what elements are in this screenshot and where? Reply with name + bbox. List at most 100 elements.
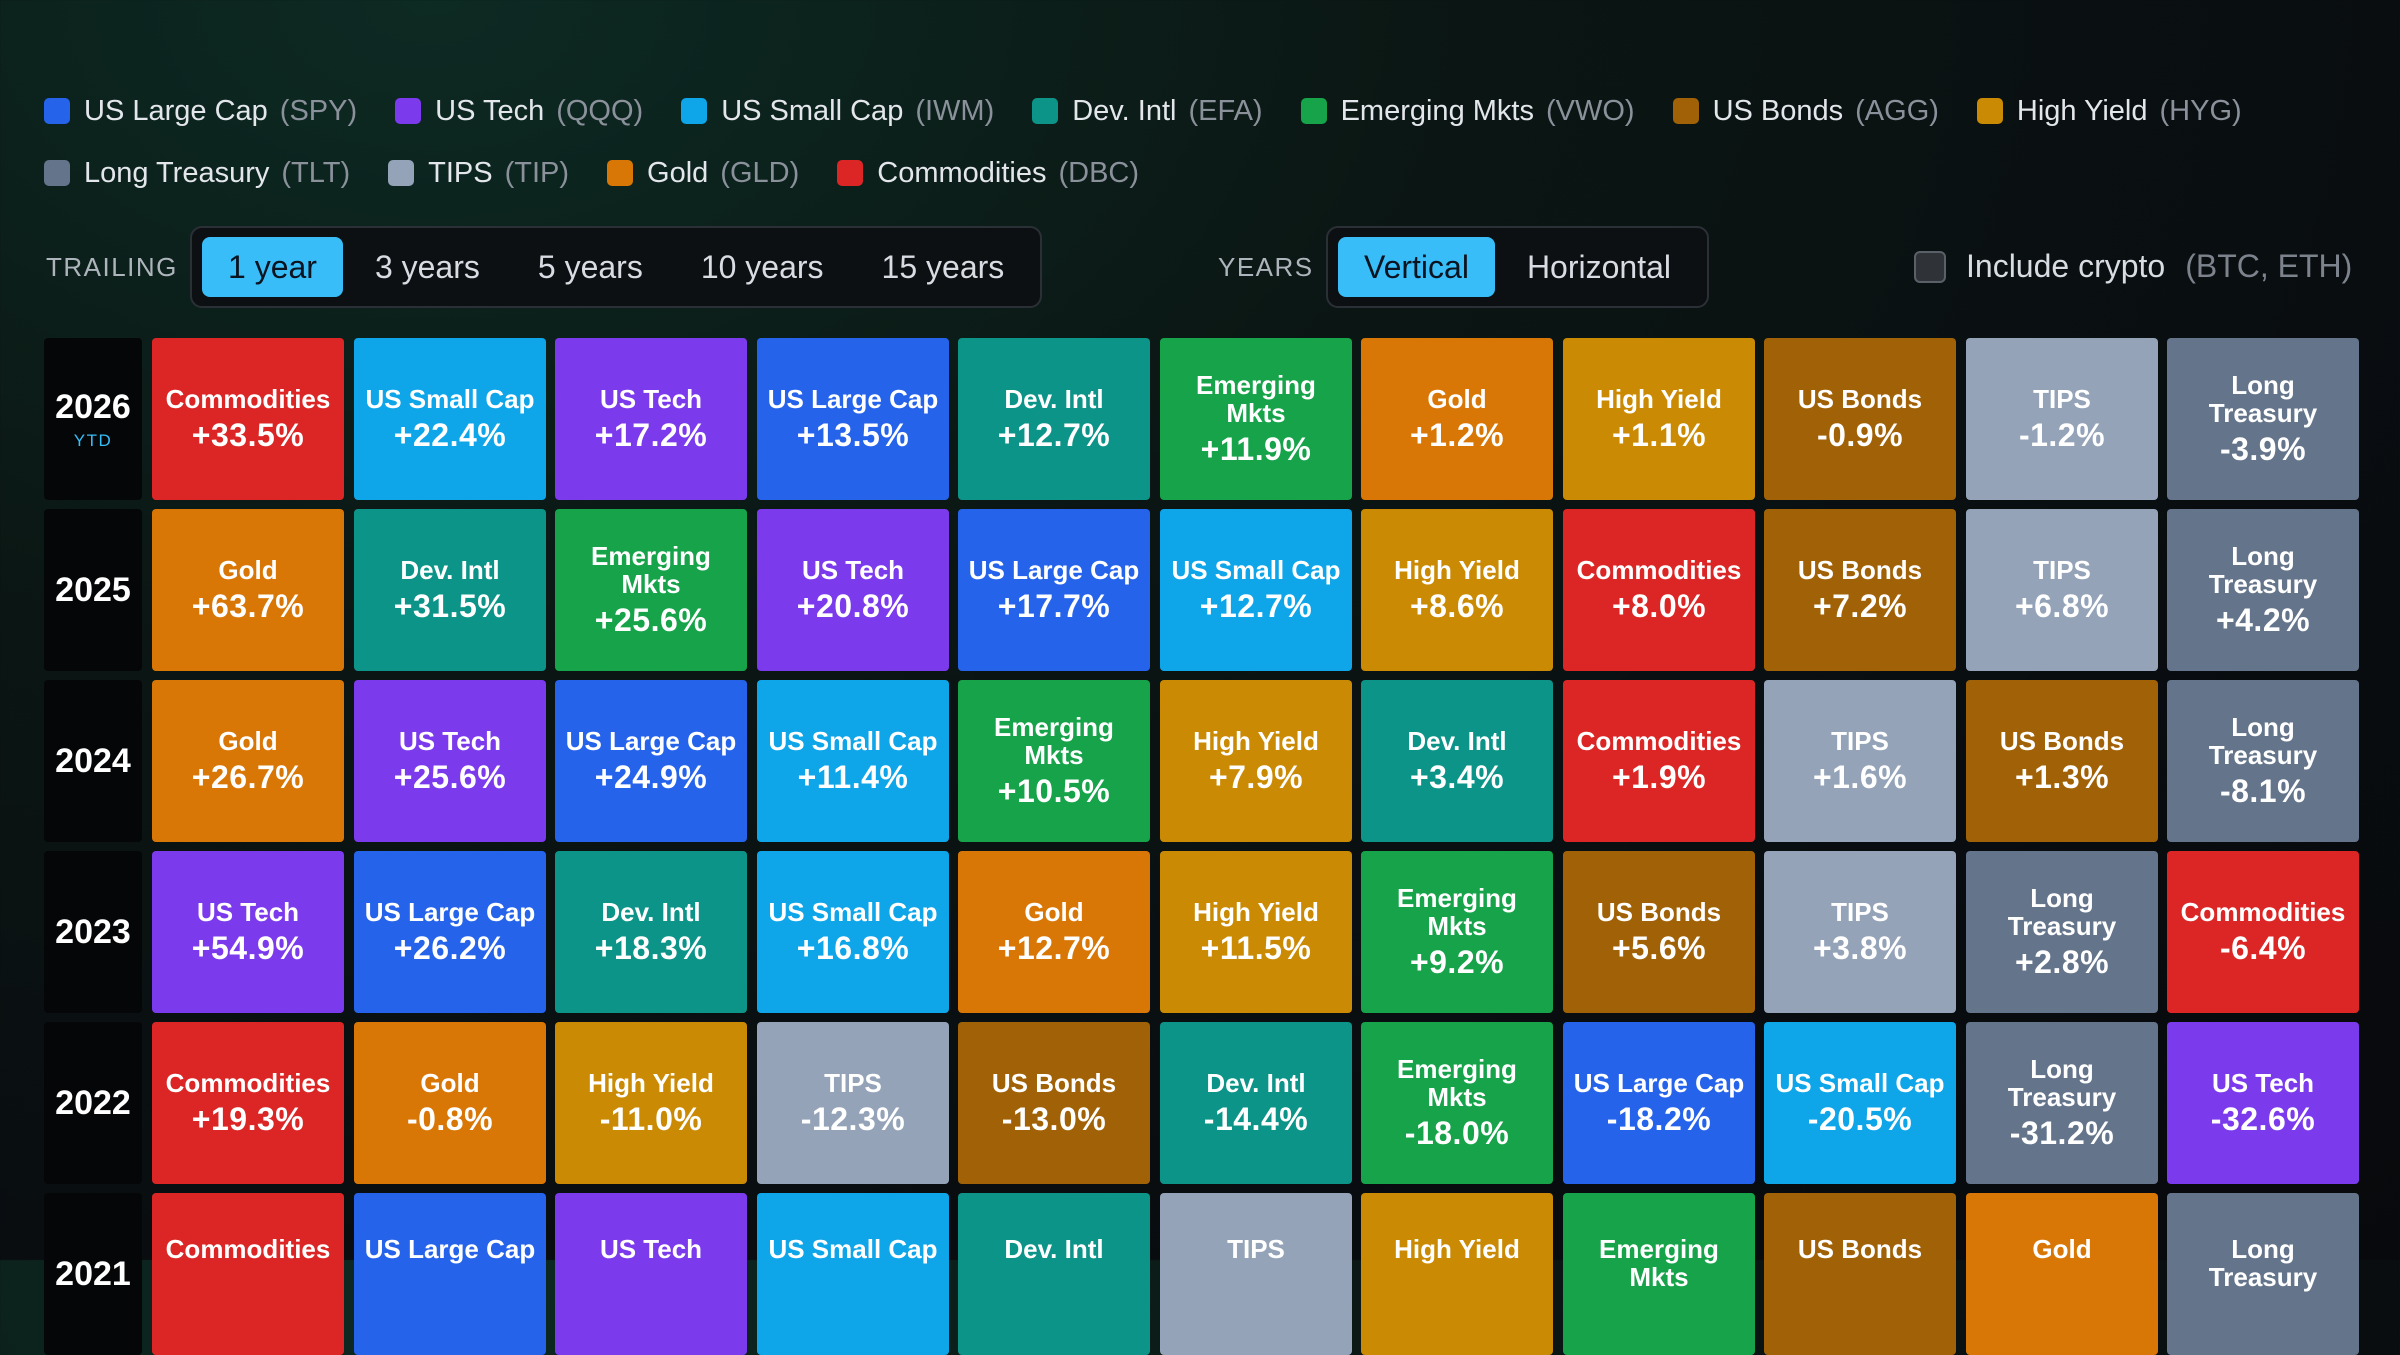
- tile-return-value: +1.6%: [1812, 759, 1908, 795]
- return-tile[interactable]: US Small Cap -20.5%: [1764, 1022, 1956, 1184]
- return-tile[interactable]: Commodities: [152, 1193, 344, 1355]
- return-tile[interactable]: Long Treasury -31.2%: [1966, 1022, 2158, 1184]
- legend-name: Dev. Intl: [1072, 94, 1177, 127]
- legend-item-qqq[interactable]: US Tech (QQQ): [395, 95, 643, 127]
- return-tile[interactable]: Long Treasury +2.8%: [1966, 851, 2158, 1013]
- legend-item-dbc[interactable]: Commodities (DBC): [837, 157, 1139, 189]
- trailing-option-4[interactable]: 15 years: [881, 248, 1005, 285]
- return-tile[interactable]: High Yield +11.5%: [1160, 851, 1352, 1013]
- trailing-option-0[interactable]: 1 year: [202, 237, 343, 297]
- return-tile[interactable]: Emerging Mkts: [1563, 1193, 1755, 1355]
- legend-ticker: (QQQ): [556, 94, 644, 127]
- include-crypto-toggle[interactable]: Include crypto (BTC, ETH): [1914, 248, 2352, 285]
- legend-item-hyg[interactable]: High Yield (HYG): [1976, 95, 2242, 127]
- return-tile[interactable]: TIPS +6.8%: [1966, 509, 2158, 671]
- return-tile[interactable]: US Small Cap +12.7%: [1160, 509, 1352, 671]
- legend-item-gld[interactable]: Gold (GLD): [607, 157, 799, 189]
- legend-item-vwo[interactable]: Emerging Mkts (VWO): [1300, 94, 1635, 127]
- tile-asset-name: Gold: [218, 726, 278, 756]
- return-tile[interactable]: Dev. Intl +3.4%: [1361, 680, 1553, 842]
- return-tile[interactable]: US Tech -32.6%: [2167, 1022, 2359, 1184]
- return-tile[interactable]: Gold +63.7%: [152, 509, 344, 671]
- return-tile[interactable]: US Small Cap +22.4%: [354, 338, 546, 500]
- return-tile[interactable]: Emerging Mkts +9.2%: [1361, 851, 1553, 1013]
- tile-asset-name: High Yield: [1394, 1234, 1520, 1264]
- tile-asset-name: US Bonds: [1797, 384, 1923, 414]
- return-tile[interactable]: Gold: [1966, 1193, 2158, 1355]
- return-tile[interactable]: Emerging Mkts +25.6%: [555, 509, 747, 671]
- return-tile[interactable]: US Bonds +7.2%: [1764, 509, 1956, 671]
- return-tile[interactable]: TIPS: [1160, 1193, 1352, 1355]
- return-tile[interactable]: Dev. Intl: [958, 1193, 1150, 1355]
- years-option-0[interactable]: Vertical: [1338, 237, 1495, 297]
- tile-return-value: +11.5%: [1200, 930, 1312, 966]
- return-tile[interactable]: High Yield: [1361, 1193, 1553, 1355]
- return-tile[interactable]: Gold +26.7%: [152, 680, 344, 842]
- return-tile[interactable]: TIPS -1.2%: [1966, 338, 2158, 500]
- return-tile[interactable]: Emerging Mkts +10.5%: [958, 680, 1150, 842]
- legend-item-iwm[interactable]: US Small Cap (IWM): [681, 95, 994, 127]
- return-tile[interactable]: Commodities -6.4%: [2167, 851, 2359, 1013]
- return-tile[interactable]: Gold +12.7%: [958, 851, 1150, 1013]
- trailing-option-3[interactable]: 10 years: [700, 248, 824, 285]
- return-tile[interactable]: US Tech +17.2%: [555, 338, 747, 500]
- legend-item-agg[interactable]: US Bonds (AGG): [1672, 95, 1939, 127]
- return-tile[interactable]: US Small Cap: [757, 1193, 949, 1355]
- tile-asset-name: High Yield: [588, 1068, 714, 1098]
- year-label-cell: 2025: [44, 509, 142, 671]
- return-tile[interactable]: US Large Cap +13.5%: [757, 338, 949, 500]
- tile-return-value: +63.7%: [191, 588, 305, 624]
- return-tile[interactable]: Emerging Mkts +11.9%: [1160, 338, 1352, 500]
- return-tile[interactable]: US Large Cap +24.9%: [555, 680, 747, 842]
- return-tile[interactable]: Gold +1.2%: [1361, 338, 1553, 500]
- return-tile[interactable]: Long Treasury +4.2%: [2167, 509, 2359, 671]
- return-tile[interactable]: Dev. Intl -14.4%: [1160, 1022, 1352, 1184]
- years-option-1[interactable]: Horizontal: [1526, 248, 1671, 285]
- include-crypto-hint: (BTC, ETH): [2185, 248, 2353, 284]
- return-tile[interactable]: Dev. Intl +31.5%: [354, 509, 546, 671]
- return-tile[interactable]: Dev. Intl +18.3%: [555, 851, 747, 1013]
- return-tile[interactable]: US Small Cap +11.4%: [757, 680, 949, 842]
- return-tile[interactable]: US Bonds: [1764, 1193, 1956, 1355]
- return-tile[interactable]: Long Treasury -3.9%: [2167, 338, 2359, 500]
- return-tile[interactable]: High Yield -11.0%: [555, 1022, 747, 1184]
- return-tile[interactable]: High Yield +7.9%: [1160, 680, 1352, 842]
- years-orientation-label: YEARS: [1218, 252, 1314, 282]
- return-tile[interactable]: TIPS +1.6%: [1764, 680, 1956, 842]
- return-tile[interactable]: Commodities +33.5%: [152, 338, 344, 500]
- return-tile[interactable]: Commodities +19.3%: [152, 1022, 344, 1184]
- return-tile[interactable]: TIPS -12.3%: [757, 1022, 949, 1184]
- return-tile[interactable]: Gold -0.8%: [354, 1022, 546, 1184]
- return-tile[interactable]: High Yield +8.6%: [1361, 509, 1553, 671]
- return-tile[interactable]: Emerging Mkts -18.0%: [1361, 1022, 1553, 1184]
- return-tile[interactable]: US Small Cap +16.8%: [757, 851, 949, 1013]
- return-tile[interactable]: High Yield +1.1%: [1563, 338, 1755, 500]
- return-tile[interactable]: US Bonds -13.0%: [958, 1022, 1150, 1184]
- return-tile[interactable]: TIPS +3.8%: [1764, 851, 1956, 1013]
- return-tile[interactable]: US Bonds -0.9%: [1764, 338, 1956, 500]
- return-tile[interactable]: US Tech +25.6%: [354, 680, 546, 842]
- trailing-option-1[interactable]: 3 years: [374, 248, 480, 285]
- return-tile[interactable]: US Tech: [555, 1193, 747, 1355]
- return-tile[interactable]: US Large Cap +17.7%: [958, 509, 1150, 671]
- return-tile[interactable]: Long Treasury: [2167, 1193, 2359, 1355]
- return-tile[interactable]: Commodities +8.0%: [1563, 509, 1755, 671]
- return-tile[interactable]: Long Treasury -8.1%: [2167, 680, 2359, 842]
- return-tile[interactable]: US Tech +54.9%: [152, 851, 344, 1013]
- return-tile[interactable]: US Bonds +5.6%: [1563, 851, 1755, 1013]
- return-tile[interactable]: US Tech +20.8%: [757, 509, 949, 671]
- return-tile[interactable]: Commodities +1.9%: [1563, 680, 1755, 842]
- include-crypto-checkbox[interactable]: [1914, 250, 1946, 283]
- return-tile[interactable]: US Large Cap +26.2%: [354, 851, 546, 1013]
- return-tile[interactable]: US Bonds +1.3%: [1966, 680, 2158, 842]
- legend-item-tlt[interactable]: Long Treasury (TLT): [44, 157, 350, 189]
- legend-name: Emerging Mkts: [1340, 94, 1534, 127]
- return-tile[interactable]: US Large Cap: [354, 1193, 546, 1355]
- legend-item-efa[interactable]: Dev. Intl (EFA): [1032, 94, 1263, 127]
- return-tile[interactable]: Dev. Intl +12.7%: [958, 338, 1150, 500]
- legend-item-spy[interactable]: US Large Cap (SPY): [44, 95, 357, 127]
- tile-asset-name: US Bonds: [1596, 897, 1722, 927]
- legend-item-tip[interactable]: TIPS (TIP): [388, 157, 569, 189]
- trailing-option-2[interactable]: 5 years: [537, 248, 643, 285]
- return-tile[interactable]: US Large Cap -18.2%: [1563, 1022, 1755, 1184]
